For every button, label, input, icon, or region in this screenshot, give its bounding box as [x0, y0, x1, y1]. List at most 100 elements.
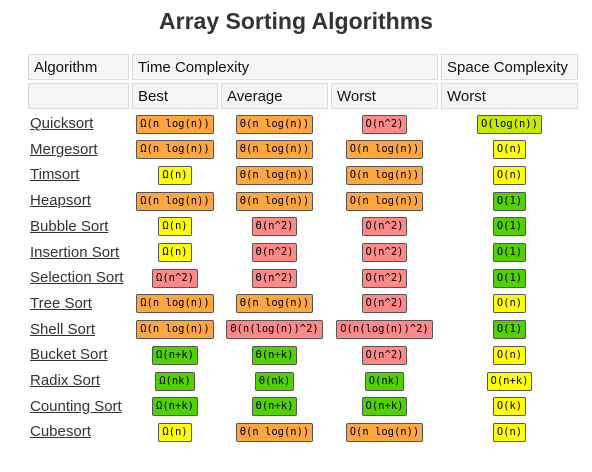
average-complexity-badge: Θ(n log(n)): [235, 165, 314, 185]
space-cell: O(n): [441, 419, 578, 445]
space-cell: O(n): [441, 162, 578, 188]
average-cell: Θ(n(log(n))^2): [221, 317, 328, 343]
best-complexity-badge: Ω(n log(n)): [136, 294, 214, 314]
average-complexity-badge: Θ(n log(n)): [235, 191, 314, 211]
worst-complexity-badge: O(n^2): [361, 243, 408, 262]
average-cell: Θ(n^2): [221, 214, 328, 240]
algorithm-link[interactable]: Shell Sort: [30, 320, 96, 338]
table-row: Radix Sort Ω(nk) Θ(nk) O(nk) O(n+k): [28, 368, 580, 394]
space-complexity-badge: O(1): [492, 217, 527, 237]
worst-cell: O(n^2): [331, 265, 438, 291]
best-complexity-badge: Ω(nk): [155, 371, 195, 391]
best-cell: Ω(n): [132, 162, 218, 188]
header-average: Average: [221, 83, 328, 109]
average-complexity-badge: Θ(n+k): [251, 397, 298, 417]
algorithm-link[interactable]: Tree Sort: [30, 294, 92, 312]
best-complexity-badge: Ω(n log(n)): [136, 114, 214, 134]
best-cell: Ω(n log(n)): [132, 111, 218, 137]
average-cell: Θ(n+k): [221, 394, 328, 420]
space-cell: O(n): [441, 342, 578, 368]
best-complexity-badge: Ω(n): [158, 243, 192, 262]
best-complexity-badge: Ω(n log(n)): [136, 320, 214, 340]
algorithm-link[interactable]: Radix Sort: [30, 372, 101, 389]
table-row: Mergesort Ω(n log(n)) Θ(n log(n)) O(n log(n…: [28, 137, 580, 163]
average-cell: Θ(nk): [221, 368, 328, 394]
average-cell: Θ(n log(n)): [221, 137, 328, 163]
average-cell: Θ(n log(n)): [221, 111, 328, 137]
table-row: Quicksort Ω(n log(n)) Θ(n log(n)) O(n^2) O(l…: [28, 111, 580, 137]
worst-complexity-badge: O(nk): [364, 371, 405, 391]
table-row: Cubesort Ω(n) Θ(n log(n)) O(n log(n)) O(n): [28, 419, 580, 445]
table-row: Shell Sort Ω(n log(n)) Θ(n(log(n))^2) O(n(l…: [28, 317, 580, 343]
space-complexity-badge: O(n): [492, 345, 527, 365]
worst-complexity-badge: O(n^2): [361, 114, 408, 134]
worst-complexity-badge: O(n log(n)): [345, 165, 424, 185]
algorithm-link[interactable]: Bucket Sort: [30, 346, 108, 364]
average-complexity-badge: Θ(nk): [254, 371, 295, 391]
best-cell: Ω(n+k): [132, 342, 218, 368]
worst-complexity-badge: O(n^2): [361, 268, 408, 288]
algorithm-link[interactable]: Bubble Sort: [30, 217, 109, 235]
space-complexity-badge: O(log(n)): [477, 114, 542, 134]
space-cell: O(n+k): [441, 368, 578, 394]
best-complexity-badge: Ω(n): [158, 217, 192, 237]
space-complexity-badge: O(n): [492, 140, 527, 160]
worst-cell: O(n log(n)): [331, 419, 438, 445]
header-space-complexity: Space Complexity: [441, 54, 578, 80]
algorithm-link[interactable]: Mergesort: [30, 140, 98, 158]
best-cell: Ω(n): [132, 240, 218, 266]
worst-cell: O(n(log(n))^2): [331, 317, 438, 343]
best-complexity-badge: Ω(n log(n)): [136, 191, 214, 211]
space-complexity-badge: O(n): [492, 294, 527, 314]
space-cell: O(1): [441, 265, 578, 291]
worst-cell: O(n^2): [331, 240, 438, 266]
algorithm-link[interactable]: Selection Sort: [30, 269, 124, 287]
average-cell: Θ(n log(n)): [221, 419, 328, 445]
worst-cell: O(nk): [331, 368, 438, 394]
average-cell: Θ(n log(n)): [221, 162, 328, 188]
worst-cell: O(n log(n)): [331, 137, 438, 163]
algorithm-link[interactable]: Cubesort: [30, 423, 91, 441]
average-complexity-badge: Θ(n^2): [251, 217, 298, 237]
header-space-worst: Worst: [441, 83, 578, 109]
algorithm-link[interactable]: Counting Sort: [30, 397, 122, 415]
space-cell: O(n): [441, 137, 578, 163]
best-complexity-badge: Ω(n log(n)): [136, 140, 214, 160]
algorithm-link[interactable]: Insertion Sort: [30, 243, 120, 261]
space-cell: O(1): [441, 240, 578, 266]
best-complexity-badge: Ω(n+k): [152, 397, 198, 417]
best-cell: Ω(nk): [132, 368, 218, 394]
average-complexity-badge: Θ(n log(n)): [235, 114, 314, 134]
average-complexity-badge: Θ(n log(n)): [235, 422, 314, 442]
best-complexity-badge: Ω(n): [158, 422, 192, 442]
space-cell: O(k): [441, 394, 578, 420]
worst-cell: O(n^2): [331, 342, 438, 368]
space-cell: O(1): [441, 188, 578, 214]
average-complexity-badge: Θ(n^2): [251, 268, 298, 288]
algorithm-link[interactable]: Heapsort: [30, 192, 91, 210]
algorithm-link[interactable]: Quicksort: [30, 115, 94, 132]
best-complexity-badge: Ω(n): [158, 165, 192, 185]
algorithm-link[interactable]: Timsort: [30, 166, 80, 184]
worst-complexity-badge: O(n+k): [361, 397, 408, 417]
table-row: Selection Sort Ω(n^2) Θ(n^2) O(n^2) O(1): [28, 265, 580, 291]
average-cell: Θ(n log(n)): [221, 291, 328, 317]
best-cell: Ω(n log(n)): [132, 188, 218, 214]
space-complexity-badge: O(n): [492, 165, 527, 185]
space-cell: O(1): [441, 214, 578, 240]
best-cell: Ω(n log(n)): [132, 291, 218, 317]
space-complexity-badge: O(k): [492, 397, 527, 417]
best-cell: Ω(n log(n)): [132, 137, 218, 163]
space-complexity-badge: O(n): [492, 422, 527, 442]
average-complexity-badge: Θ(n log(n)): [235, 294, 314, 314]
worst-complexity-badge: O(n^2): [361, 217, 408, 237]
space-complexity-badge: O(n+k): [486, 371, 533, 391]
best-complexity-badge: Ω(n+k): [152, 345, 198, 365]
worst-complexity-badge: O(n(log(n))^2): [336, 320, 433, 340]
space-complexity-badge: O(1): [492, 320, 527, 340]
header-empty: [28, 83, 129, 109]
worst-cell: O(n+k): [331, 394, 438, 420]
best-cell: Ω(n): [132, 419, 218, 445]
best-cell: Ω(n^2): [132, 265, 218, 291]
average-complexity-badge: Θ(n(log(n))^2): [226, 320, 323, 340]
